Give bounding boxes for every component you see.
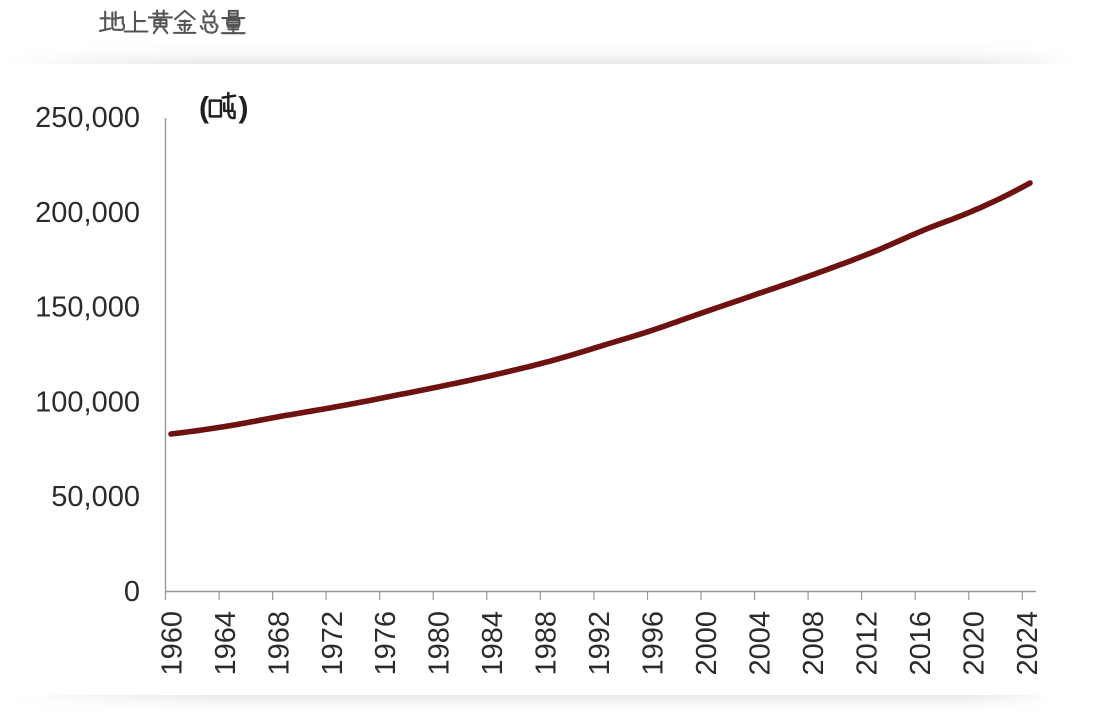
svg-text:2004: 2004 <box>745 611 777 676</box>
svg-text:1984: 1984 <box>477 611 509 676</box>
svg-text:150,000: 150,000 <box>35 292 140 324</box>
svg-text:50,000: 50,000 <box>51 481 140 513</box>
svg-text:1980: 1980 <box>424 611 456 676</box>
svg-text:200,000: 200,000 <box>35 197 140 229</box>
svg-text:2020: 2020 <box>958 611 990 676</box>
svg-text:1960: 1960 <box>156 611 188 676</box>
svg-text:(: ( <box>199 92 209 125</box>
svg-text:2008: 2008 <box>798 611 830 676</box>
svg-text:1992: 1992 <box>584 611 616 676</box>
svg-text:1972: 1972 <box>317 611 349 676</box>
svg-text:0: 0 <box>124 576 140 608</box>
svg-text:2000: 2000 <box>691 611 723 676</box>
svg-text:2012: 2012 <box>851 611 883 676</box>
svg-text:1988: 1988 <box>531 611 563 676</box>
svg-text:1964: 1964 <box>210 611 242 676</box>
svg-text:1996: 1996 <box>638 611 670 676</box>
svg-text:100,000: 100,000 <box>35 386 140 418</box>
svg-text:250,000: 250,000 <box>35 102 140 134</box>
svg-text:): ) <box>239 92 249 125</box>
svg-text:2024: 2024 <box>1012 611 1044 676</box>
svg-text:1968: 1968 <box>263 611 295 676</box>
svg-text:1976: 1976 <box>370 611 402 676</box>
svg-text:2016: 2016 <box>905 611 937 676</box>
